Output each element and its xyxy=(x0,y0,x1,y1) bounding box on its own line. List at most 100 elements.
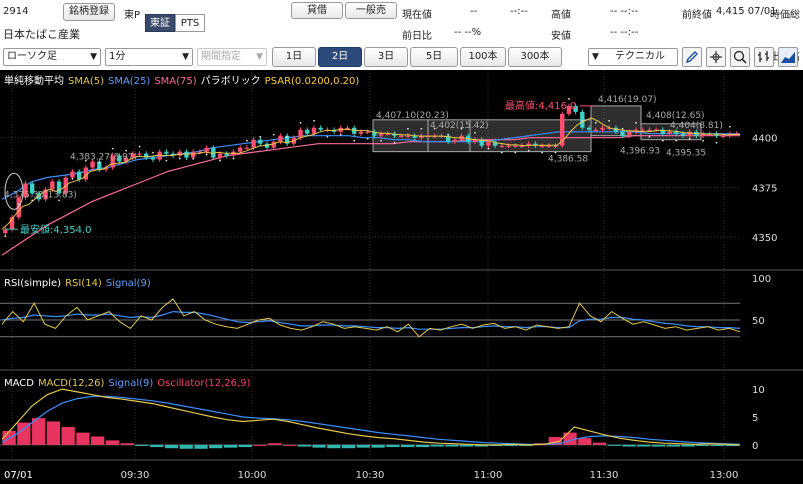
lending-button[interactable]: 貸借 xyxy=(291,2,343,19)
psar-dot xyxy=(715,141,718,144)
macd-histogram-bar xyxy=(238,444,252,448)
candle-body xyxy=(640,129,645,131)
market-tab-tse[interactable]: 東証 xyxy=(145,14,175,32)
macd-line xyxy=(1,388,741,446)
price-annotation-8: 4,375.30(13.83) xyxy=(4,190,77,200)
high-value: -- --:-- xyxy=(610,6,639,17)
chevron-down-icon: ▼ xyxy=(256,52,263,62)
macd-histogram-bar xyxy=(681,444,695,447)
macd-histogram-bar xyxy=(312,444,326,448)
market-tab-pts[interactable]: PTS xyxy=(175,14,205,32)
psar-dot xyxy=(313,119,315,122)
range-button-5[interactable]: 300本 xyxy=(508,47,562,67)
prev-diff-value: -- --% xyxy=(454,27,482,38)
candle-body xyxy=(492,141,498,146)
candle-body xyxy=(546,145,551,147)
candle-body xyxy=(237,147,243,152)
psar-dot xyxy=(514,151,517,154)
candle-body xyxy=(553,145,558,147)
psar-dot xyxy=(232,157,235,160)
current-price-label: 現在値 xyxy=(402,10,432,21)
candle-body xyxy=(586,127,592,130)
macd-histogram-bar xyxy=(474,444,489,447)
candle-body xyxy=(150,157,156,160)
macd-histogram-bar xyxy=(578,438,592,445)
psar-dot xyxy=(4,235,7,238)
general-short-button[interactable]: 一般売 xyxy=(345,2,397,19)
stock-chart[interactable]: 4400 4375 4350 最高値:4,416.0 最安値:4,354.0 4,416(… xyxy=(0,70,803,484)
current-price-time: --:-- xyxy=(510,6,528,17)
candle-body xyxy=(486,141,491,146)
chart-area[interactable]: 4400 4375 4350 最高値:4,416.0 最安値:4,354.0 4,416(… xyxy=(0,70,803,484)
cursor-cross-icon[interactable] xyxy=(706,47,726,67)
macd-histogram-bar xyxy=(371,444,385,448)
macd-histogram-bar xyxy=(297,444,311,447)
area-chart-icon[interactable] xyxy=(778,47,798,67)
candle-body xyxy=(721,135,726,137)
candle-body xyxy=(674,131,679,134)
main-legend-1: SMA(5) xyxy=(68,76,104,87)
macd-histogram-bar xyxy=(504,444,518,446)
psar-dot xyxy=(178,157,181,160)
high-label: 高値 xyxy=(551,10,571,21)
candle-body xyxy=(667,131,672,134)
psar-dot xyxy=(71,177,74,180)
psar-dot xyxy=(554,151,557,154)
pen-icon[interactable] xyxy=(682,47,702,67)
register-stock-button[interactable]: 銘柄登録 xyxy=(63,3,115,21)
psar-dot xyxy=(407,127,409,130)
candle-body xyxy=(526,143,531,146)
macd-legend-2: Signal(9) xyxy=(108,378,153,389)
chart-type-select[interactable]: ローソク足 ▼ xyxy=(3,48,101,66)
range-button-3[interactable]: 5日 xyxy=(410,47,458,67)
psar-dot xyxy=(111,147,114,150)
main-legend-0: 単純移動平均 xyxy=(4,74,64,87)
candle-body xyxy=(224,153,229,156)
range-button-4[interactable]: 100本 xyxy=(460,47,506,67)
candle-body xyxy=(519,145,525,147)
candle-body xyxy=(560,113,565,146)
price-annotation-1: 4,408(12.65) xyxy=(646,111,705,121)
macd-histogram-bar xyxy=(401,444,415,448)
search-icon[interactable] xyxy=(730,47,750,67)
technical-select[interactable]: ▼ テクニカル xyxy=(588,48,678,66)
candle-body xyxy=(372,131,377,136)
candle-body xyxy=(97,161,102,170)
candle-body xyxy=(244,147,250,149)
psar-dot xyxy=(326,135,329,138)
rsi-axis-label: 100 xyxy=(752,274,771,285)
range-button-1[interactable]: 2日 xyxy=(318,47,362,67)
range-button-2[interactable]: 3日 xyxy=(364,47,408,67)
sma25-line xyxy=(1,131,740,200)
psar-dot xyxy=(219,159,221,162)
candle-body xyxy=(103,167,109,170)
rsi-legend-0: RSI(simple) xyxy=(4,278,61,289)
main-legend-2: SMA(25) xyxy=(108,76,150,87)
candle-body xyxy=(378,133,384,136)
candle-body xyxy=(445,135,451,142)
candle-body xyxy=(258,139,263,144)
candle-body xyxy=(479,139,484,146)
candle-body xyxy=(284,135,290,144)
candle-body xyxy=(56,181,62,194)
rsi-legend-2: Signal(9) xyxy=(106,278,151,289)
price-annotation-6: 4,395.35 xyxy=(666,149,706,159)
psar-dot xyxy=(380,139,382,142)
price-annotation-2: 4,404(8.81) xyxy=(670,121,723,131)
range-button-0[interactable]: 1日 xyxy=(272,47,316,67)
macd-histogram-bar xyxy=(445,444,459,447)
candle-body xyxy=(472,139,478,142)
macd-signal-line xyxy=(1,395,741,445)
macd-histogram-bar xyxy=(46,421,61,445)
period-select[interactable]: 期間指定 ▼ xyxy=(197,48,267,66)
candle-body xyxy=(271,141,276,148)
candle-body xyxy=(452,139,458,142)
macd-histogram-bar xyxy=(282,444,297,446)
sma5-line xyxy=(1,117,740,230)
candle-body xyxy=(90,161,95,168)
price-annotation-0: 4,416(19.07) xyxy=(598,95,657,105)
interval-select[interactable]: 1分 ▼ xyxy=(105,48,193,66)
candle-body xyxy=(23,183,28,198)
candle-body xyxy=(600,127,605,130)
bar-chart-icon[interactable] xyxy=(754,47,774,67)
